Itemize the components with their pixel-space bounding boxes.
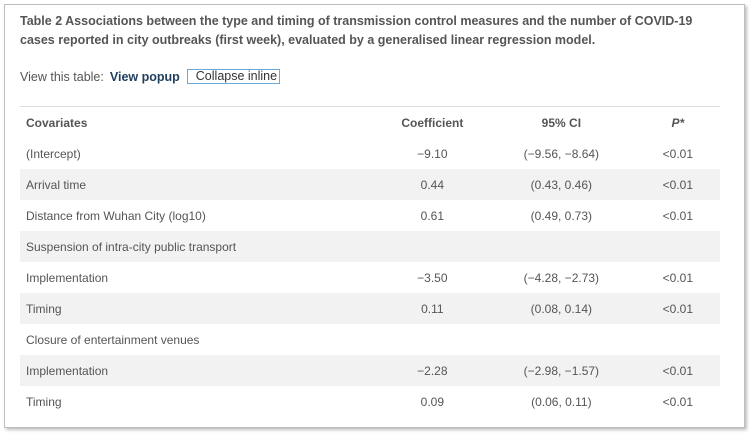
table-row: Timing 0.11 (0.08, 0.14) <0.01 [20,293,720,324]
cell-ci: (0.08, 0.14) [487,293,636,324]
cell-ci [487,324,636,355]
cell-ci: (0.49, 0.73) [487,200,636,231]
view-table-label: View this table: [20,69,104,84]
collapse-inline-button[interactable]: Collapse inline [186,69,281,84]
cell-p: <0.01 [635,169,720,200]
cell-coefficient [377,324,488,355]
table-header-row: Covariates Coefficient 95% CI P* [20,107,720,139]
cell-covariate: Implementation [20,355,378,386]
cell-p: <0.01 [635,138,720,169]
cell-covariate: Arrival time [20,169,378,200]
cell-ci: (0.43, 0.46) [487,169,636,200]
cell-covariate: Timing [20,386,378,417]
cell-covariate: Distance from Wuhan City (log10) [20,200,378,231]
cell-p [635,231,720,262]
header-ci: 95% CI [541,115,582,130]
cell-coefficient: −9.10 [377,138,488,169]
cell-covariate: Timing [20,293,378,324]
table-row: Arrival time 0.44 (0.43, 0.46) <0.01 [20,169,720,200]
cell-p [635,324,720,355]
cell-coefficient: 0.09 [377,386,488,417]
cell-coefficient: −3.50 [377,262,488,293]
cell-p: <0.01 [635,355,720,386]
header-coefficient: Coefficient [401,115,464,130]
cell-ci: (−2.98, −1.57) [487,355,636,386]
cell-p: <0.01 [635,293,720,324]
cell-ci [487,231,636,262]
table-row: (Intercept) −9.10 (−9.56, −8.64) <0.01 [20,138,720,169]
view-table-row: View this table: View popup Collapse inl… [20,69,281,84]
cell-coefficient [377,231,488,262]
cell-covariate: Implementation [20,262,378,293]
cell-ci: (−4.28, −2.73) [487,262,636,293]
table-row: Closure of entertainment venues [20,324,720,355]
regression-table: Covariates Coefficient 95% CI P* (Interc… [20,106,720,417]
table-row: Implementation −2.28 (−2.98, −1.57) <0.0… [20,355,720,386]
cell-ci: (−9.56, −8.64) [487,138,636,169]
table-row: Implementation −3.50 (−4.28, −2.73) <0.0… [20,262,720,293]
cell-p: <0.01 [635,262,720,293]
cell-coefficient: 0.11 [377,293,488,324]
table-row: Suspension of intra-city public transpor… [20,231,720,262]
cell-covariate: (Intercept) [20,138,378,169]
table-row: Distance from Wuhan City (log10) 0.61 (0… [20,200,720,231]
cell-coefficient: −2.28 [377,355,488,386]
view-popup-link[interactable]: View popup [109,69,180,84]
cell-ci: (0.06, 0.11) [487,386,636,417]
cell-coefficient: 0.61 [377,200,488,231]
header-covariates: Covariates [26,115,88,130]
cell-coefficient: 0.44 [377,169,488,200]
table-caption: Table 2 Associations between the type an… [20,14,693,47]
cell-p: <0.01 [635,386,720,417]
cell-covariate: Suspension of intra-city public transpor… [20,231,378,262]
cell-covariate: Closure of entertainment venues [20,324,378,355]
header-p: P* [671,115,685,130]
table-row: Timing 0.09 (0.06, 0.11) <0.01 [20,386,720,417]
cell-p: <0.01 [635,200,720,231]
table-panel: Table 2 Associations between the type an… [4,4,745,428]
